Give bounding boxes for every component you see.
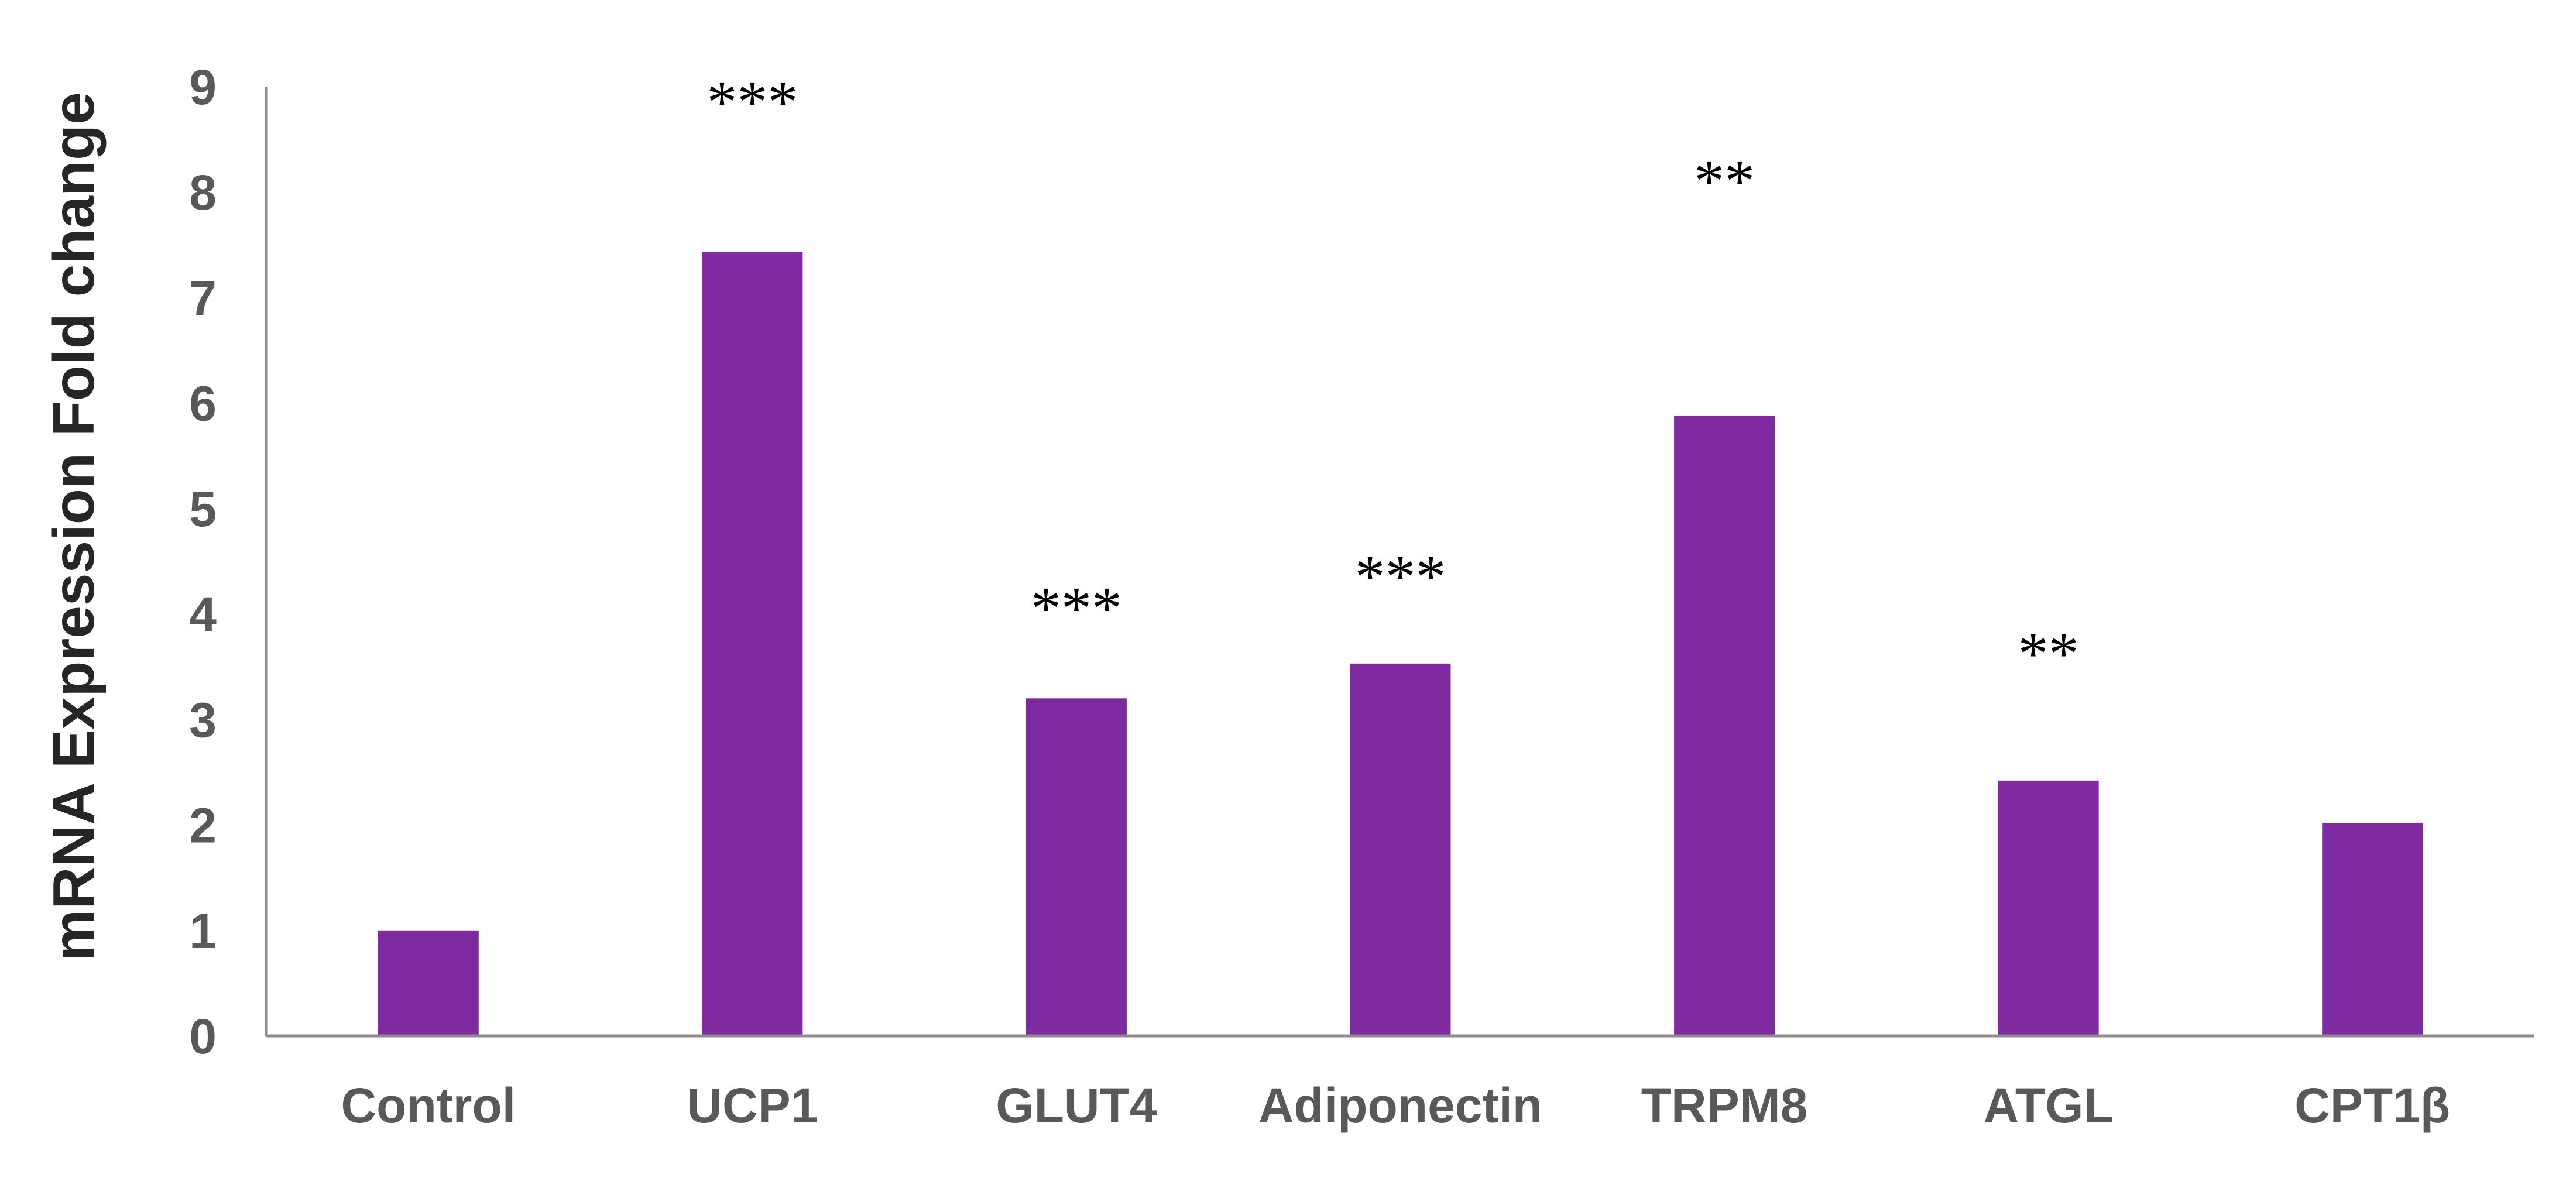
x-tick-label: CPT1β: [2294, 1078, 2450, 1133]
x-tick-label: UCP1: [687, 1078, 818, 1133]
y-tick-label: 3: [189, 692, 217, 747]
significance-label: ***: [1355, 543, 1446, 610]
bars: [378, 252, 2423, 1036]
x-tick-label: Adiponectin: [1258, 1078, 1542, 1133]
significance-label: **: [2018, 620, 2079, 688]
significance-label: ***: [706, 68, 798, 136]
bar-adiponectin: [1350, 663, 1451, 1036]
x-tick-label: ATGL: [1983, 1078, 2113, 1133]
significance-labels: ****** *******: [706, 68, 2078, 688]
bar-trpm8: [1674, 416, 1775, 1036]
bar-atgl: [1998, 780, 2099, 1036]
y-tick-labels: 0 1 2 3 4 5 6 7 8 9: [189, 60, 217, 1064]
x-tick-label: GLUT4: [996, 1078, 1157, 1133]
y-tick-label: 0: [189, 1009, 217, 1064]
y-tick-label: 6: [189, 376, 217, 431]
bar-cpt1-: [2322, 822, 2423, 1036]
x-tick-labels: Control UCP1 GLUT4 Adiponectin TRPM8 ATGL CPT1…: [341, 1078, 2450, 1133]
significance-label: ***: [1031, 575, 1122, 642]
bar-ucp1: [702, 252, 803, 1036]
bar-control: [378, 930, 479, 1036]
y-axis-label: mRNA Expression Fold change: [41, 92, 107, 961]
x-tick-label: TRPM8: [1641, 1078, 1808, 1133]
x-tick-label: Control: [341, 1078, 516, 1133]
y-tick-label: 8: [189, 165, 217, 220]
y-tick-label: 9: [189, 60, 217, 115]
y-tick-label: 5: [189, 482, 217, 537]
y-tick-label: 2: [189, 798, 217, 853]
y-tick-label: 4: [189, 587, 217, 642]
significance-label: **: [1694, 147, 1755, 215]
bar-glut4: [1025, 698, 1127, 1036]
y-tick-label: 1: [189, 904, 217, 959]
y-tick-label: 7: [189, 270, 217, 325]
